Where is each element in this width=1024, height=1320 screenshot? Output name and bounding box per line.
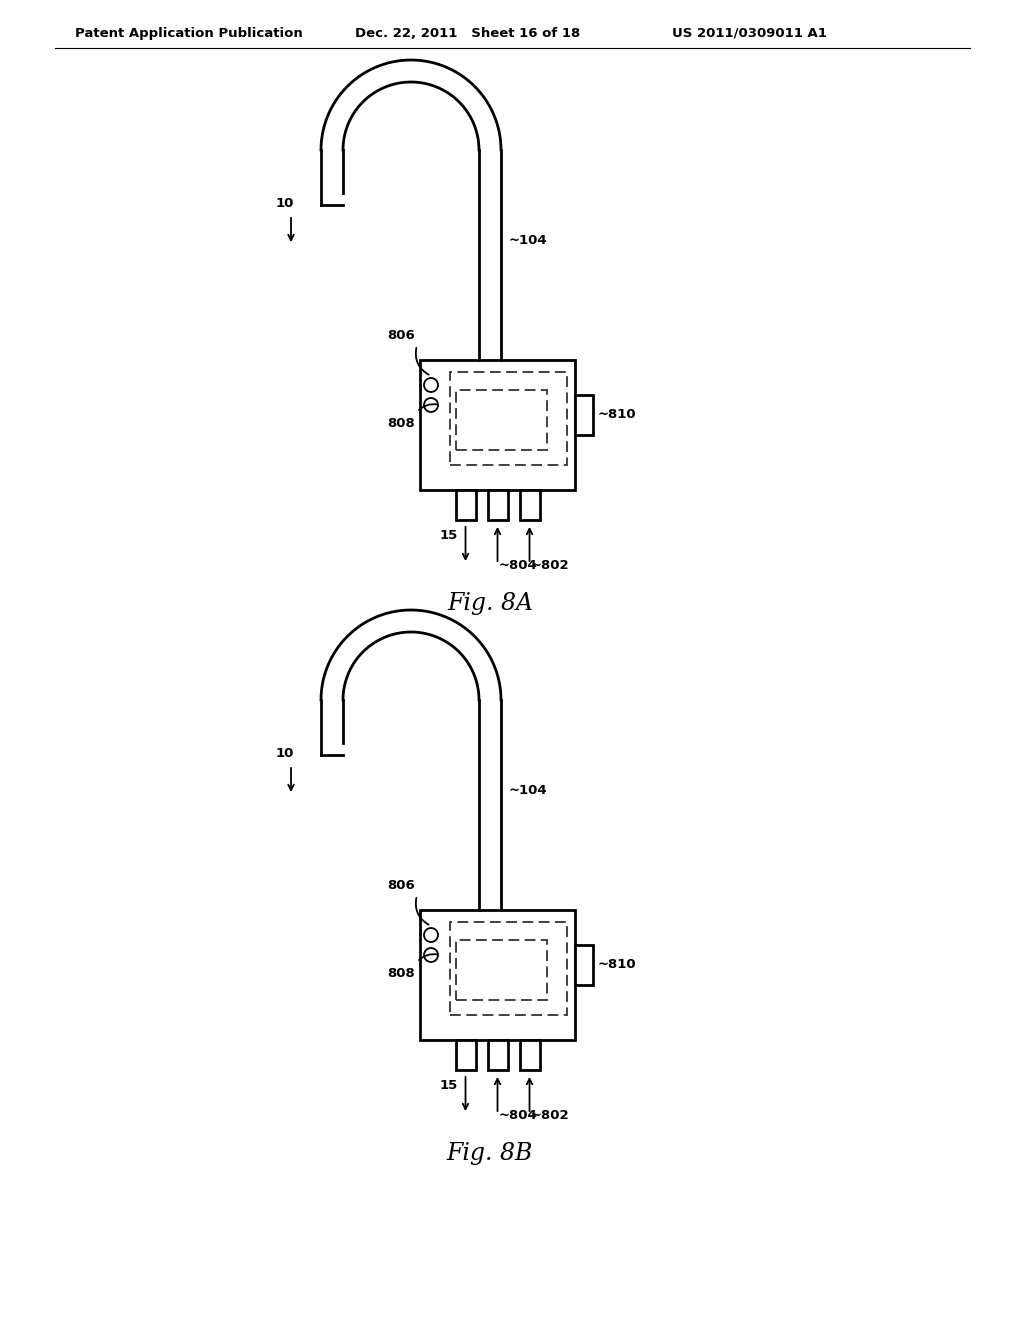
Circle shape [424, 399, 438, 412]
Bar [456, 1040, 475, 1071]
Text: ~802: ~802 [530, 1109, 569, 1122]
Text: ~810: ~810 [598, 408, 637, 421]
Text: 10: 10 [275, 747, 294, 760]
Circle shape [424, 928, 438, 942]
Circle shape [424, 948, 438, 962]
Bar [450, 372, 567, 465]
Text: Fig. 8B: Fig. 8B [446, 1142, 534, 1166]
Bar [420, 909, 575, 1040]
Text: 808: 808 [387, 968, 415, 979]
Text: 808: 808 [387, 417, 415, 430]
Text: US 2011/0309011 A1: US 2011/0309011 A1 [672, 26, 826, 40]
Bar [575, 395, 593, 436]
Text: 806: 806 [387, 329, 415, 342]
Bar [575, 945, 593, 985]
Bar [420, 360, 575, 490]
Bar [487, 1040, 508, 1071]
Text: Fig. 8A: Fig. 8A [447, 591, 534, 615]
Bar [456, 389, 547, 450]
Text: 15: 15 [439, 529, 458, 543]
Text: 806: 806 [387, 879, 415, 892]
Text: Dec. 22, 2011   Sheet 16 of 18: Dec. 22, 2011 Sheet 16 of 18 [355, 26, 581, 40]
Bar [456, 940, 547, 1001]
Bar [456, 490, 475, 520]
Text: 15: 15 [439, 1078, 458, 1092]
Text: ~104: ~104 [509, 784, 548, 796]
Text: ~104: ~104 [509, 234, 548, 247]
Text: ~804: ~804 [499, 558, 538, 572]
Text: ~802: ~802 [530, 558, 569, 572]
Bar [519, 1040, 540, 1071]
Text: 10: 10 [275, 197, 294, 210]
Bar [487, 490, 508, 520]
Circle shape [424, 378, 438, 392]
Text: ~810: ~810 [598, 958, 637, 972]
Text: ~804: ~804 [499, 1109, 538, 1122]
Bar [450, 921, 567, 1015]
Bar [519, 490, 540, 520]
Text: Patent Application Publication: Patent Application Publication [75, 26, 303, 40]
